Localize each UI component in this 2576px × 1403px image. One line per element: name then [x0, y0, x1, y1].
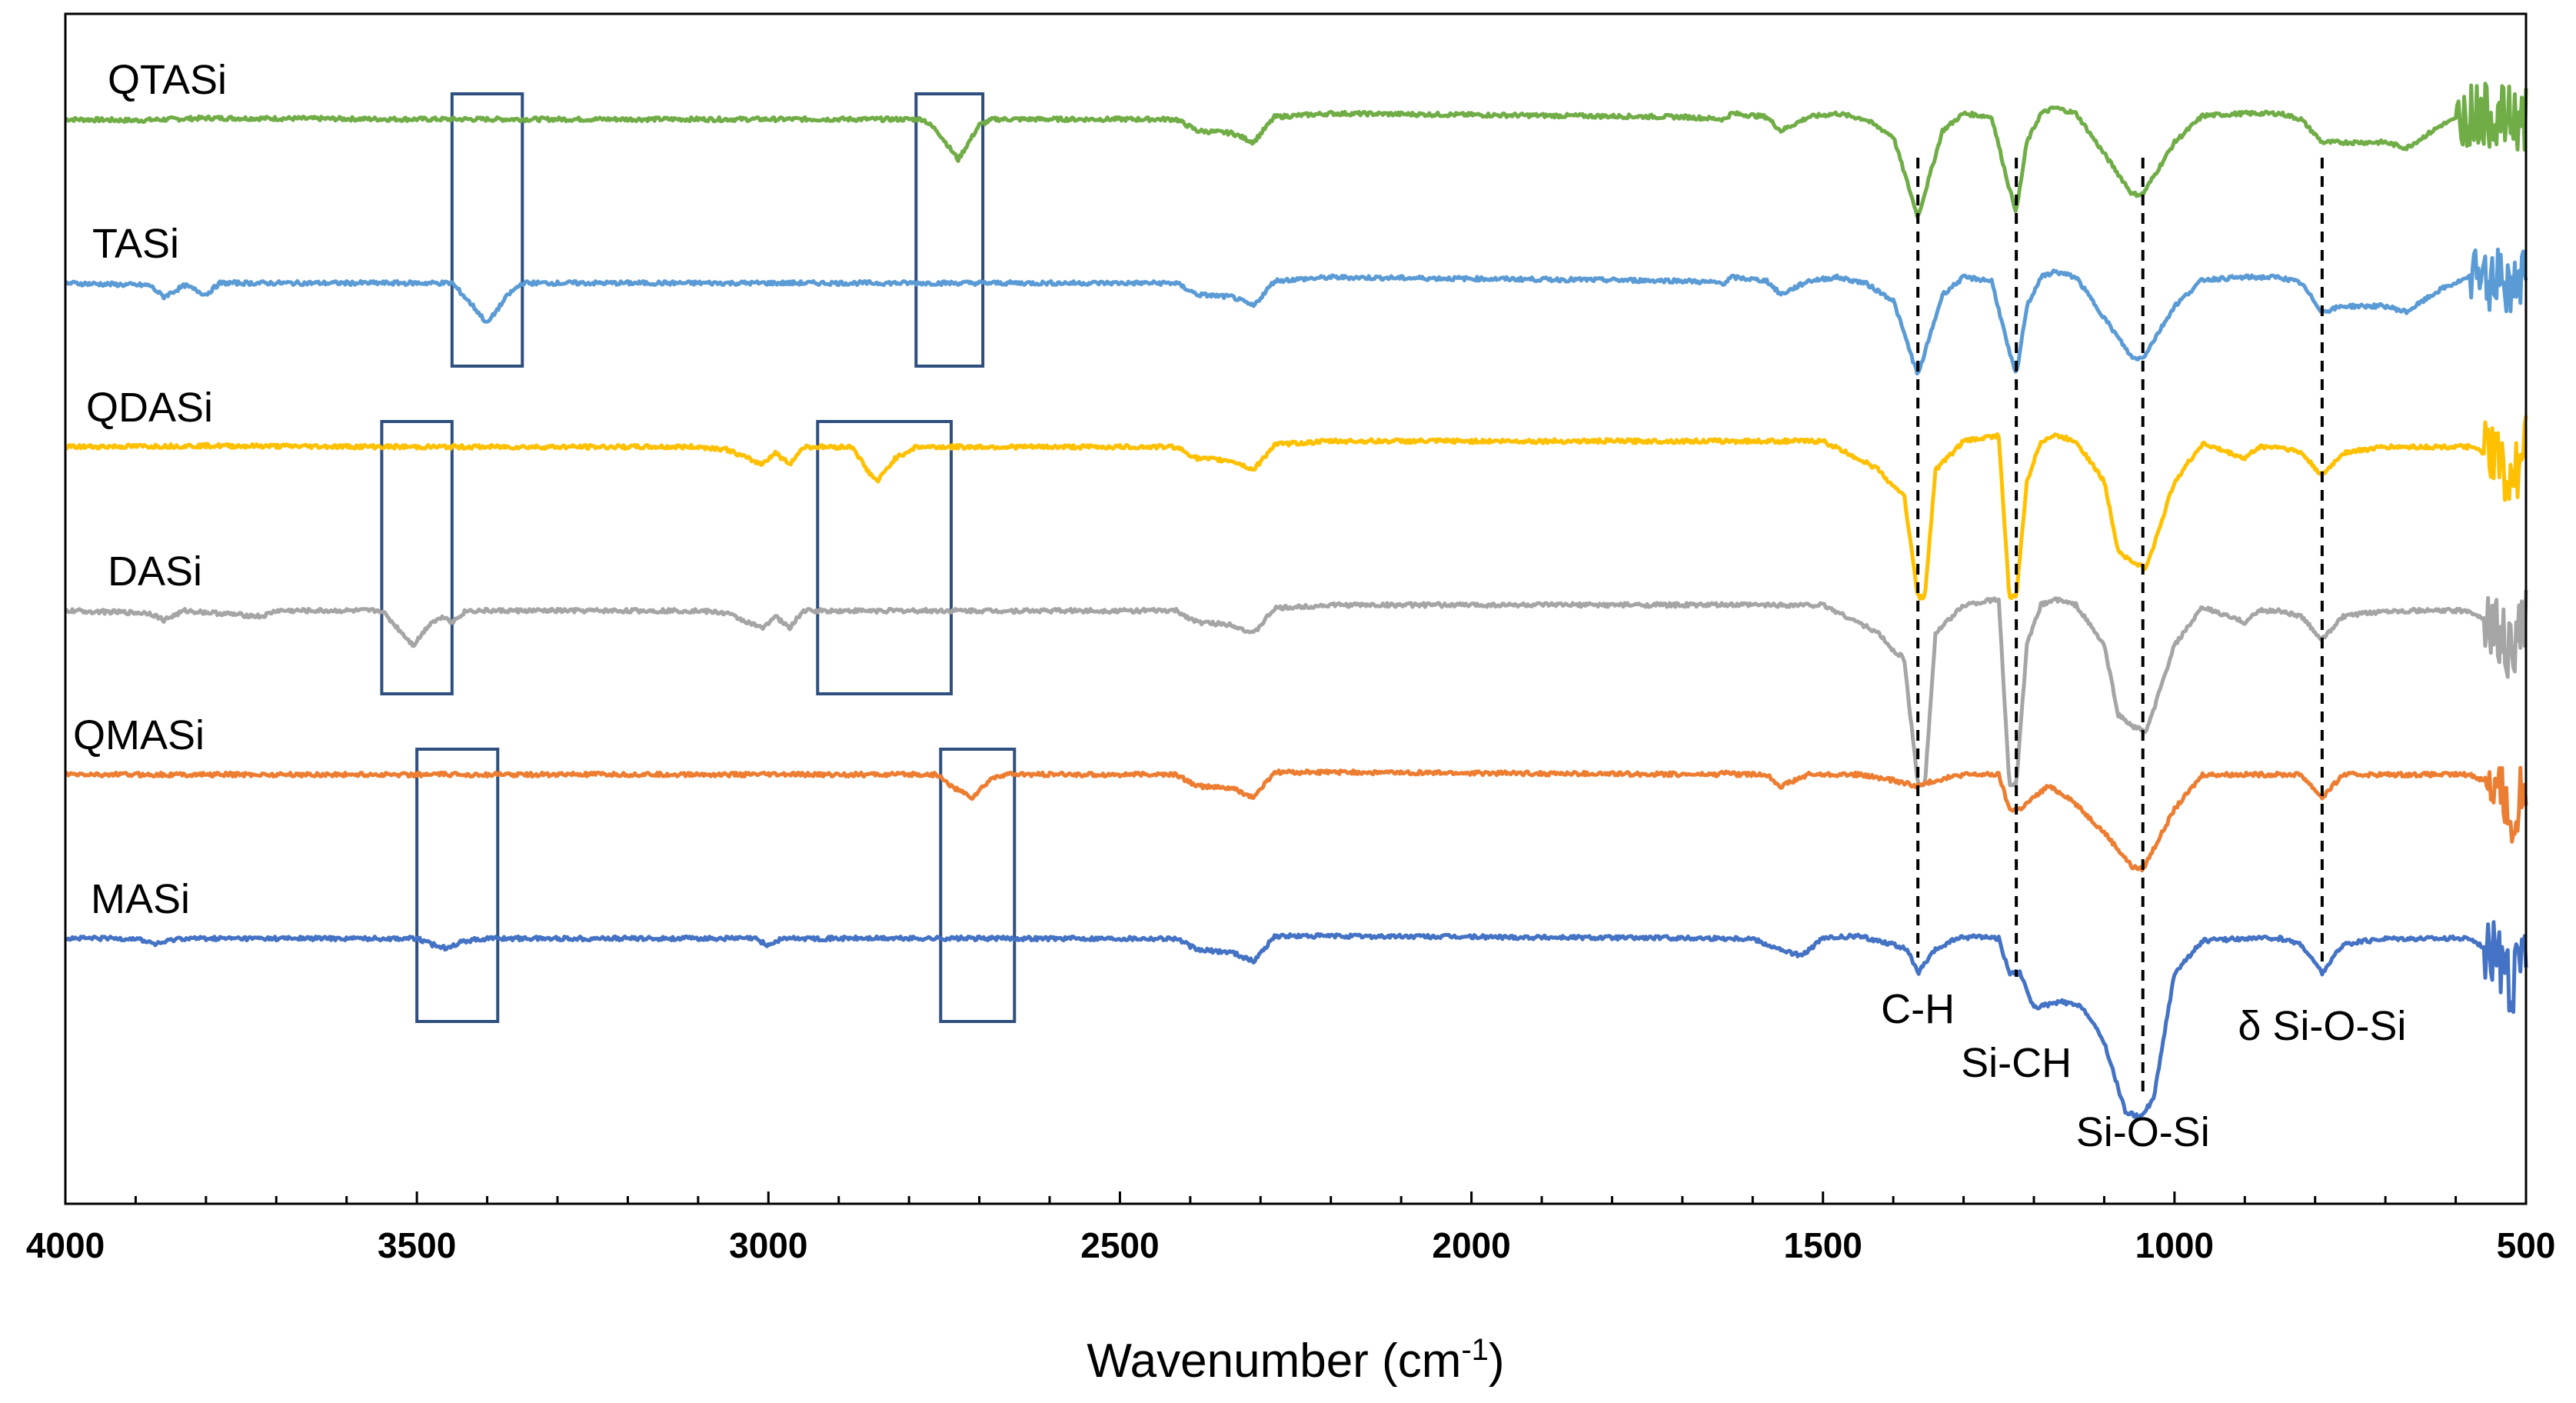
plot-area-frame: [64, 12, 2528, 1205]
x-tick-label: 1500: [1784, 1225, 1862, 1265]
x-tick-label: 2000: [1432, 1225, 1510, 1265]
series-line-TASi: [65, 247, 2528, 376]
x-axis: 4000 3500 3000 2500 2000 1500 1000 500: [26, 1191, 2556, 1265]
spectra-series: [64, 82, 2528, 1120]
annotation-label-1: C-H: [1881, 986, 1955, 1032]
highlight-box-2: [914, 92, 985, 368]
series-label-TASi: TASi: [92, 221, 179, 267]
series-line-QMASi: [64, 765, 2528, 873]
series-label-DASi: DASi: [108, 548, 202, 595]
x-axis-title: Wavenumber (cm-1): [1087, 1333, 1504, 1388]
highlight-box-3: [380, 420, 454, 695]
series-line-QTASi: [65, 82, 2528, 219]
highlight-box-6: [939, 748, 1017, 1023]
series-labels: QTASi TASi QDASi DASi QMASi MASi: [73, 57, 227, 922]
series-line-MASi: [65, 920, 2528, 1120]
highlight-box-4: [816, 420, 954, 695]
highlight-box-1: [450, 92, 524, 368]
x-tick-label: 1000: [2135, 1225, 2214, 1265]
annotation-label-3: Si-O-Si: [2076, 1109, 2210, 1155]
series-label-QMASi: QMASi: [73, 712, 205, 758]
highlight-box-5: [415, 748, 500, 1023]
x-tick-label: 4000: [26, 1225, 105, 1265]
series-line-QDASi: [64, 415, 2528, 601]
series-label-QTASi: QTASi: [108, 57, 227, 103]
annotation-lines: [1916, 158, 2324, 1096]
x-tick-label: 2500: [1080, 1225, 1159, 1265]
series-label-MASi: MASi: [91, 876, 190, 922]
annotation-label-4: δ Si-O-Si: [2238, 1003, 2406, 1049]
series-label-QDASi: QDASi: [86, 385, 213, 431]
series-line-DASi: [65, 590, 2528, 788]
x-tick-label: 500: [2497, 1225, 2556, 1265]
x-tick-label: 3500: [378, 1225, 456, 1265]
highlight-boxes: [380, 92, 1017, 1023]
x-tick-label: 3000: [729, 1225, 807, 1265]
annotation-label-2: Si-CH: [1961, 1040, 2072, 1086]
